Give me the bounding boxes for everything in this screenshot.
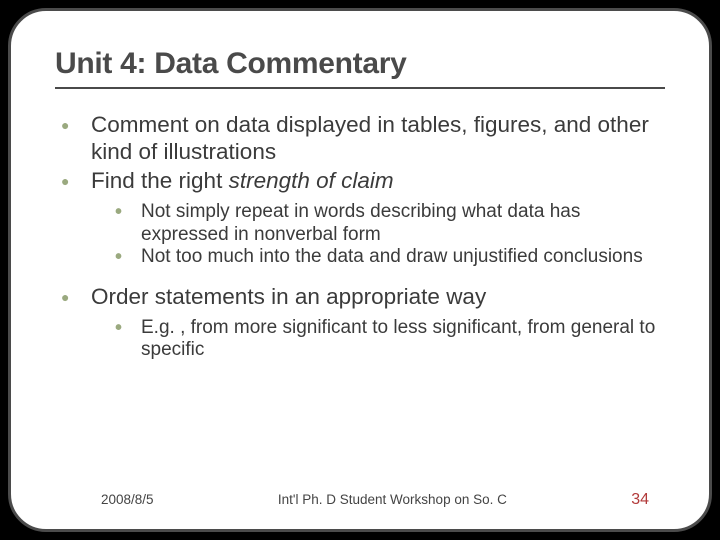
sub-bullet-text: E.g. , from more significant to less sig… (141, 317, 665, 362)
bullet-text-italic: strength of claim (229, 168, 394, 193)
footer-center: Int'l Ph. D Student Workshop on So. C (278, 492, 507, 507)
bullet-text: Order statements in an appropriate way (91, 283, 486, 311)
sub-bullet-text: Not simply repeat in words describing wh… (141, 201, 665, 246)
slide-content: ● Comment on data displayed in tables, f… (55, 111, 665, 362)
disc-bullet-icon: ● (55, 111, 91, 165)
dot-bullet-icon: • (115, 317, 141, 362)
footer-date: 2008/8/5 (101, 492, 154, 507)
dot-bullet-icon: • (115, 201, 141, 246)
sub-bullet-item: • Not simply repeat in words describing … (115, 201, 665, 246)
dot-bullet-icon: • (115, 246, 141, 269)
footer-page-number: 34 (631, 491, 649, 509)
disc-bullet-icon: ● (55, 283, 91, 311)
slide-footer: 2008/8/5 Int'l Ph. D Student Workshop on… (11, 491, 709, 509)
bullet-item: ● Find the right strength of claim (55, 167, 665, 195)
sub-bullet-item: • Not too much into the data and draw un… (115, 246, 665, 269)
sub-bullet-item: • E.g. , from more significant to less s… (115, 317, 665, 362)
slide-title: Unit 4: Data Commentary (55, 47, 665, 89)
bullet-item: ● Order statements in an appropriate way (55, 283, 665, 311)
bullet-text-pre: Find the right (91, 168, 229, 193)
disc-bullet-icon: ● (55, 167, 91, 195)
sub-bullet-text: Not too much into the data and draw unju… (141, 246, 643, 269)
bullet-item: ● Comment on data displayed in tables, f… (55, 111, 665, 165)
bullet-text: Find the right strength of claim (91, 167, 394, 195)
bullet-text: Comment on data displayed in tables, fig… (91, 111, 665, 165)
slide-frame: Unit 4: Data Commentary ● Comment on dat… (8, 8, 712, 532)
